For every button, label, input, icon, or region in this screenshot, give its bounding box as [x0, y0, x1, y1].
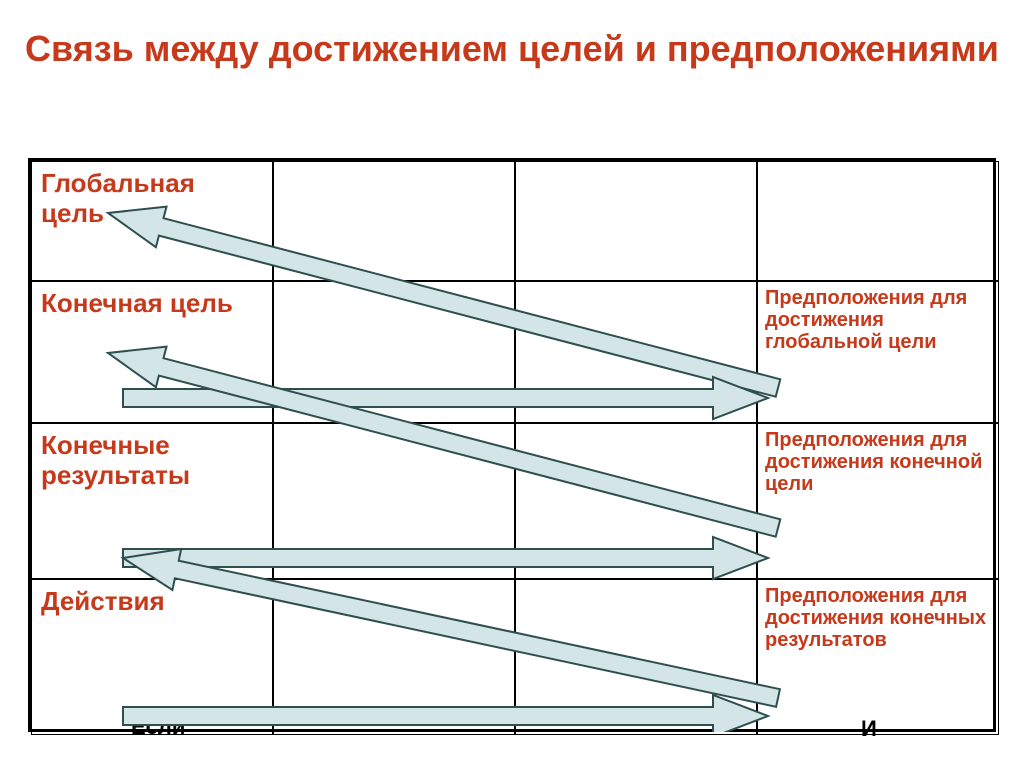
table-cell — [273, 281, 515, 423]
slide: Связь между достижением целей и предполо… — [0, 0, 1024, 767]
table-cell — [515, 579, 757, 735]
table-grid: Глобальная цель Конечная цель Конечные рез… — [28, 158, 996, 732]
slide-title: Связь между достижением целей и предполо… — [0, 28, 1024, 69]
table-cell — [273, 161, 515, 281]
table-cell — [273, 423, 515, 579]
assumption-label: Предположения для достижения конечных ре… — [757, 579, 999, 657]
row-label: Действия — [31, 579, 273, 625]
table-cell — [757, 161, 999, 281]
table-cell — [515, 161, 757, 281]
row-label: Конечные результаты — [31, 423, 273, 499]
assumption-label: Предположения для достижения глобальной … — [757, 281, 999, 359]
connector-label: И — [861, 716, 877, 742]
assumption-label: Предположения для достижения конечной це… — [757, 423, 999, 501]
table-cell — [515, 423, 757, 579]
table-cell — [273, 579, 515, 735]
connector-label: Тогда — [146, 556, 206, 582]
row-label: Конечная цель — [31, 281, 273, 327]
connector-label: Если — [131, 714, 185, 740]
table-cell — [515, 281, 757, 423]
row-label: Глобальная цель — [31, 161, 273, 237]
